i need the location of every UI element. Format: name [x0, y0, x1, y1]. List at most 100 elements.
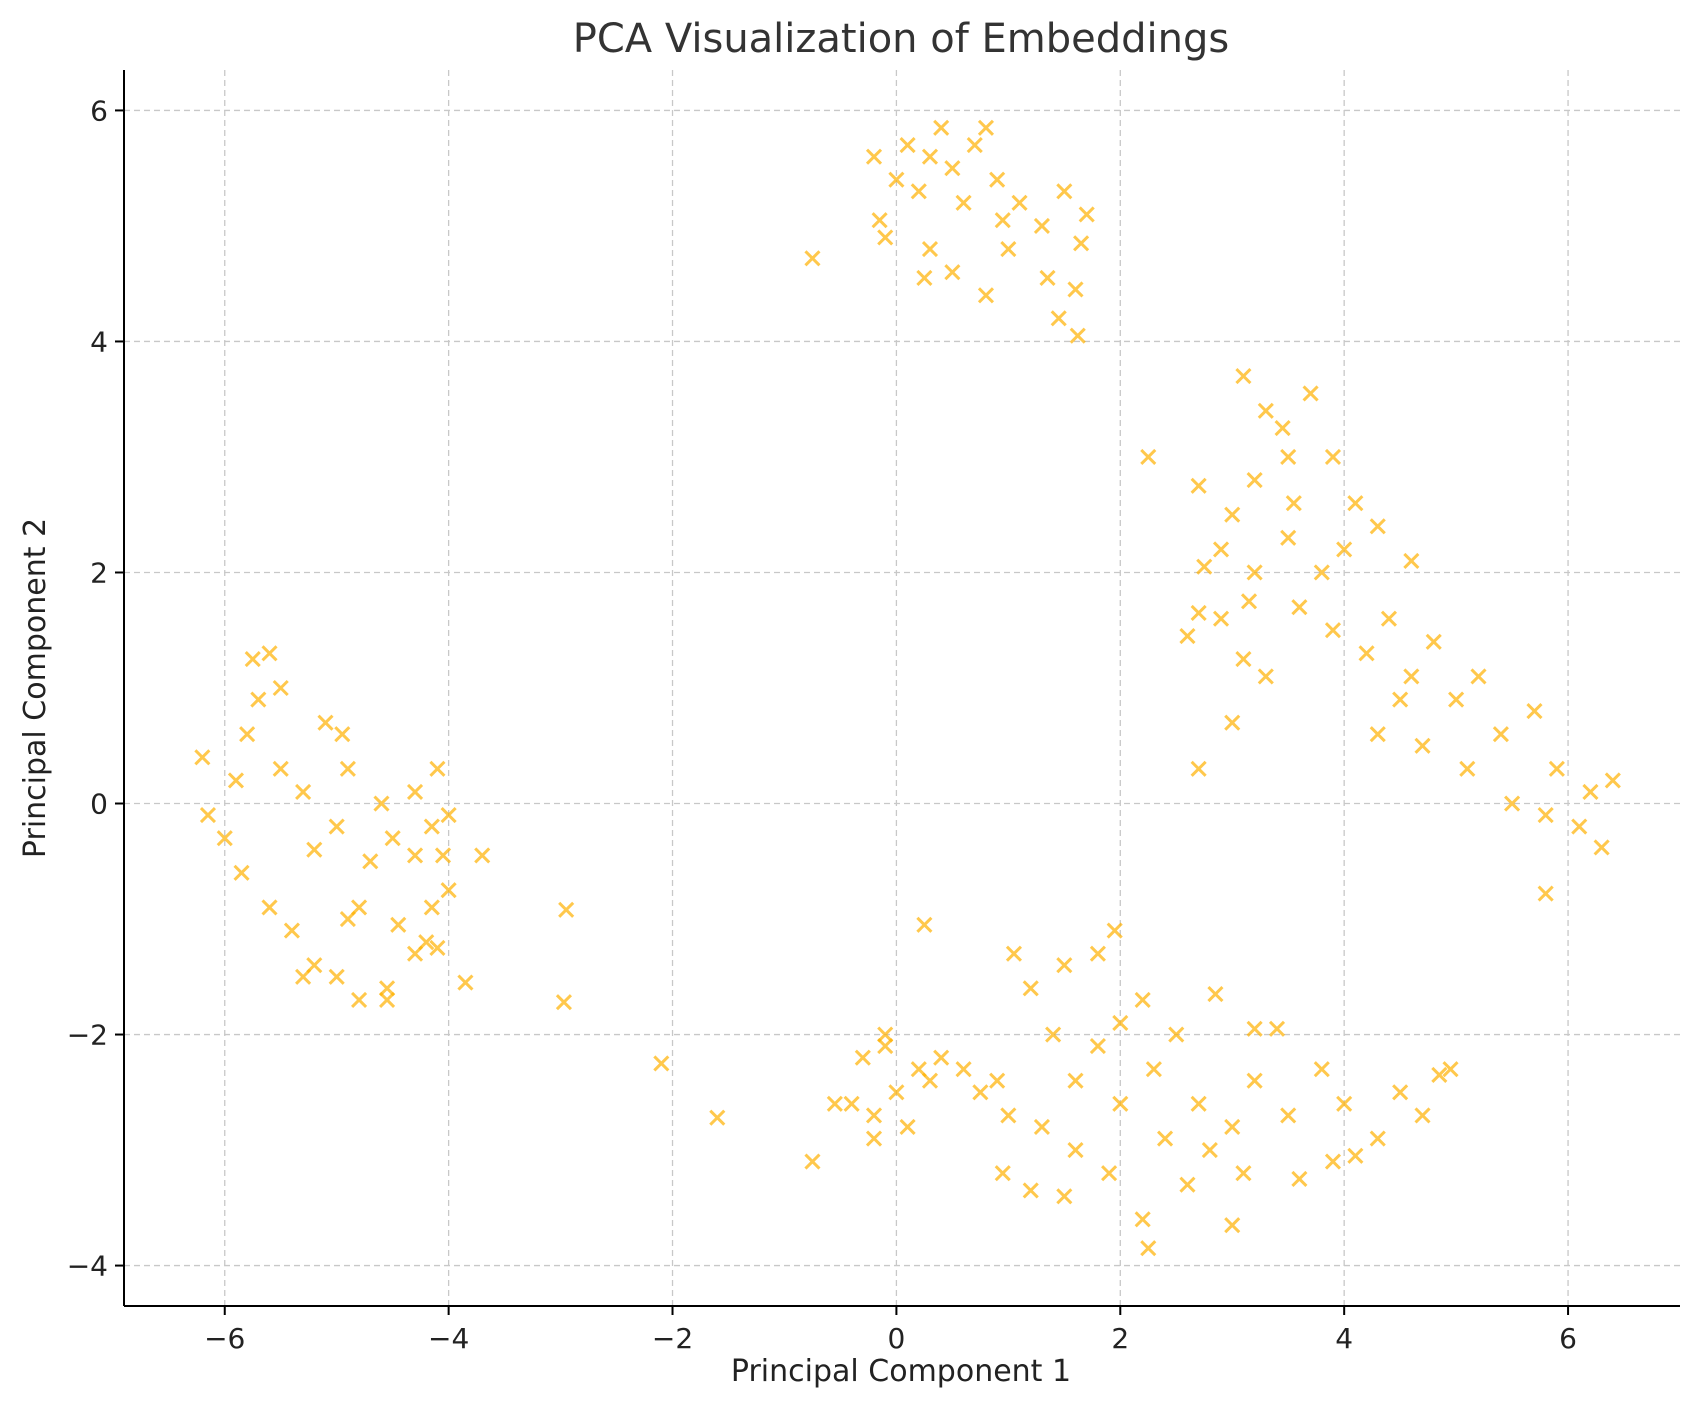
x-tick-label: −6: [204, 1322, 245, 1355]
data-point: [406, 945, 424, 962]
data-point: [379, 980, 396, 997]
x-tick-label: 0: [887, 1322, 905, 1355]
data-point: [1246, 1020, 1263, 1037]
data-point: [1179, 1176, 1196, 1193]
data-point: [916, 916, 933, 933]
data-point: [1201, 1141, 1218, 1159]
data-point: [1207, 986, 1224, 1003]
data-point: [227, 772, 245, 789]
data-point: [390, 916, 407, 933]
y-tick-label: 2: [90, 556, 108, 589]
data-point: [328, 818, 345, 835]
data-point: [373, 795, 390, 812]
data-point: [216, 830, 233, 847]
data-point: [826, 1095, 843, 1112]
data-point: [804, 1153, 821, 1170]
data-point: [1112, 1095, 1129, 1112]
data-point: [955, 1061, 972, 1078]
data-point: [440, 882, 457, 899]
data-point: [1224, 506, 1241, 523]
data-point: [250, 691, 267, 708]
data-point: [921, 148, 939, 165]
data-point: [1190, 1095, 1207, 1112]
data-point: [1005, 945, 1023, 962]
data-point: [1268, 1020, 1286, 1037]
x-tick-label: 6: [1559, 1322, 1577, 1355]
data-point: [199, 807, 217, 824]
scatter-points: [194, 119, 1621, 1257]
data-point: [899, 137, 916, 154]
data-point: [1347, 1147, 1364, 1164]
data-point: [295, 783, 312, 801]
data-point: [1101, 1165, 1118, 1182]
data-point: [1069, 327, 1086, 344]
data-point: [423, 899, 440, 916]
data-point: [1190, 760, 1207, 777]
data-point: [1593, 839, 1610, 856]
data-point: [440, 807, 457, 824]
data-point: [328, 968, 345, 985]
data-point: [1403, 552, 1420, 569]
data-point: [1526, 703, 1543, 720]
data-point: [1280, 448, 1297, 466]
data-point: [1106, 922, 1123, 939]
data-point: [1000, 1107, 1017, 1124]
data-point: [1045, 1026, 1062, 1043]
data-point: [317, 714, 334, 731]
data-point: [1369, 1130, 1386, 1147]
data-point: [1313, 1061, 1330, 1078]
data-point: [233, 864, 250, 881]
data-point: [351, 991, 368, 1008]
data-point: [261, 645, 278, 662]
data-point: [261, 899, 278, 916]
data-point: [457, 974, 474, 991]
data-point: [1280, 529, 1297, 546]
data-point: [194, 749, 211, 766]
data-point: [843, 1095, 860, 1112]
data-point: [1392, 1084, 1409, 1101]
data-point: [362, 853, 379, 870]
data-point: [977, 287, 995, 304]
data-point: [899, 1118, 916, 1136]
data-point: [1548, 760, 1565, 777]
data-point: [1459, 760, 1476, 777]
data-point: [1257, 668, 1274, 685]
data-point: [955, 194, 972, 211]
data-point: [854, 1049, 871, 1066]
data-point: [1134, 1211, 1151, 1228]
data-point: [888, 171, 905, 188]
data-point: [1414, 737, 1431, 754]
data-point: [244, 651, 261, 668]
data-point: [1089, 945, 1106, 962]
data-point: [1425, 633, 1442, 650]
data-point: [1073, 235, 1090, 252]
data-point: [1274, 420, 1291, 437]
data-point: [944, 264, 961, 281]
data-point: [1291, 1170, 1308, 1187]
data-point: [1112, 1014, 1129, 1032]
data-point: [1168, 1026, 1185, 1043]
data-point: [1504, 795, 1521, 812]
data-point: [1403, 668, 1420, 685]
data-point: [653, 1055, 670, 1072]
data-point: [555, 994, 572, 1011]
data-point: [994, 1165, 1011, 1182]
data-point: [1022, 1182, 1039, 1199]
data-point: [865, 1107, 883, 1124]
data-point: [1056, 957, 1073, 974]
data-point: [944, 160, 961, 177]
data-point: [339, 760, 356, 777]
data-point: [921, 1072, 939, 1089]
data-point: [1414, 1107, 1431, 1124]
data-point: [1212, 610, 1230, 627]
data-point: [423, 818, 440, 835]
y-tick-label: 4: [90, 325, 108, 358]
data-point: [1537, 807, 1554, 824]
data-point: [1033, 1118, 1050, 1136]
data-point: [1039, 269, 1056, 286]
data-point: [1291, 599, 1308, 616]
data-point: [272, 760, 289, 777]
data-point: [1302, 385, 1319, 402]
data-point: [283, 922, 300, 939]
x-tick-label: 4: [1335, 1322, 1353, 1355]
